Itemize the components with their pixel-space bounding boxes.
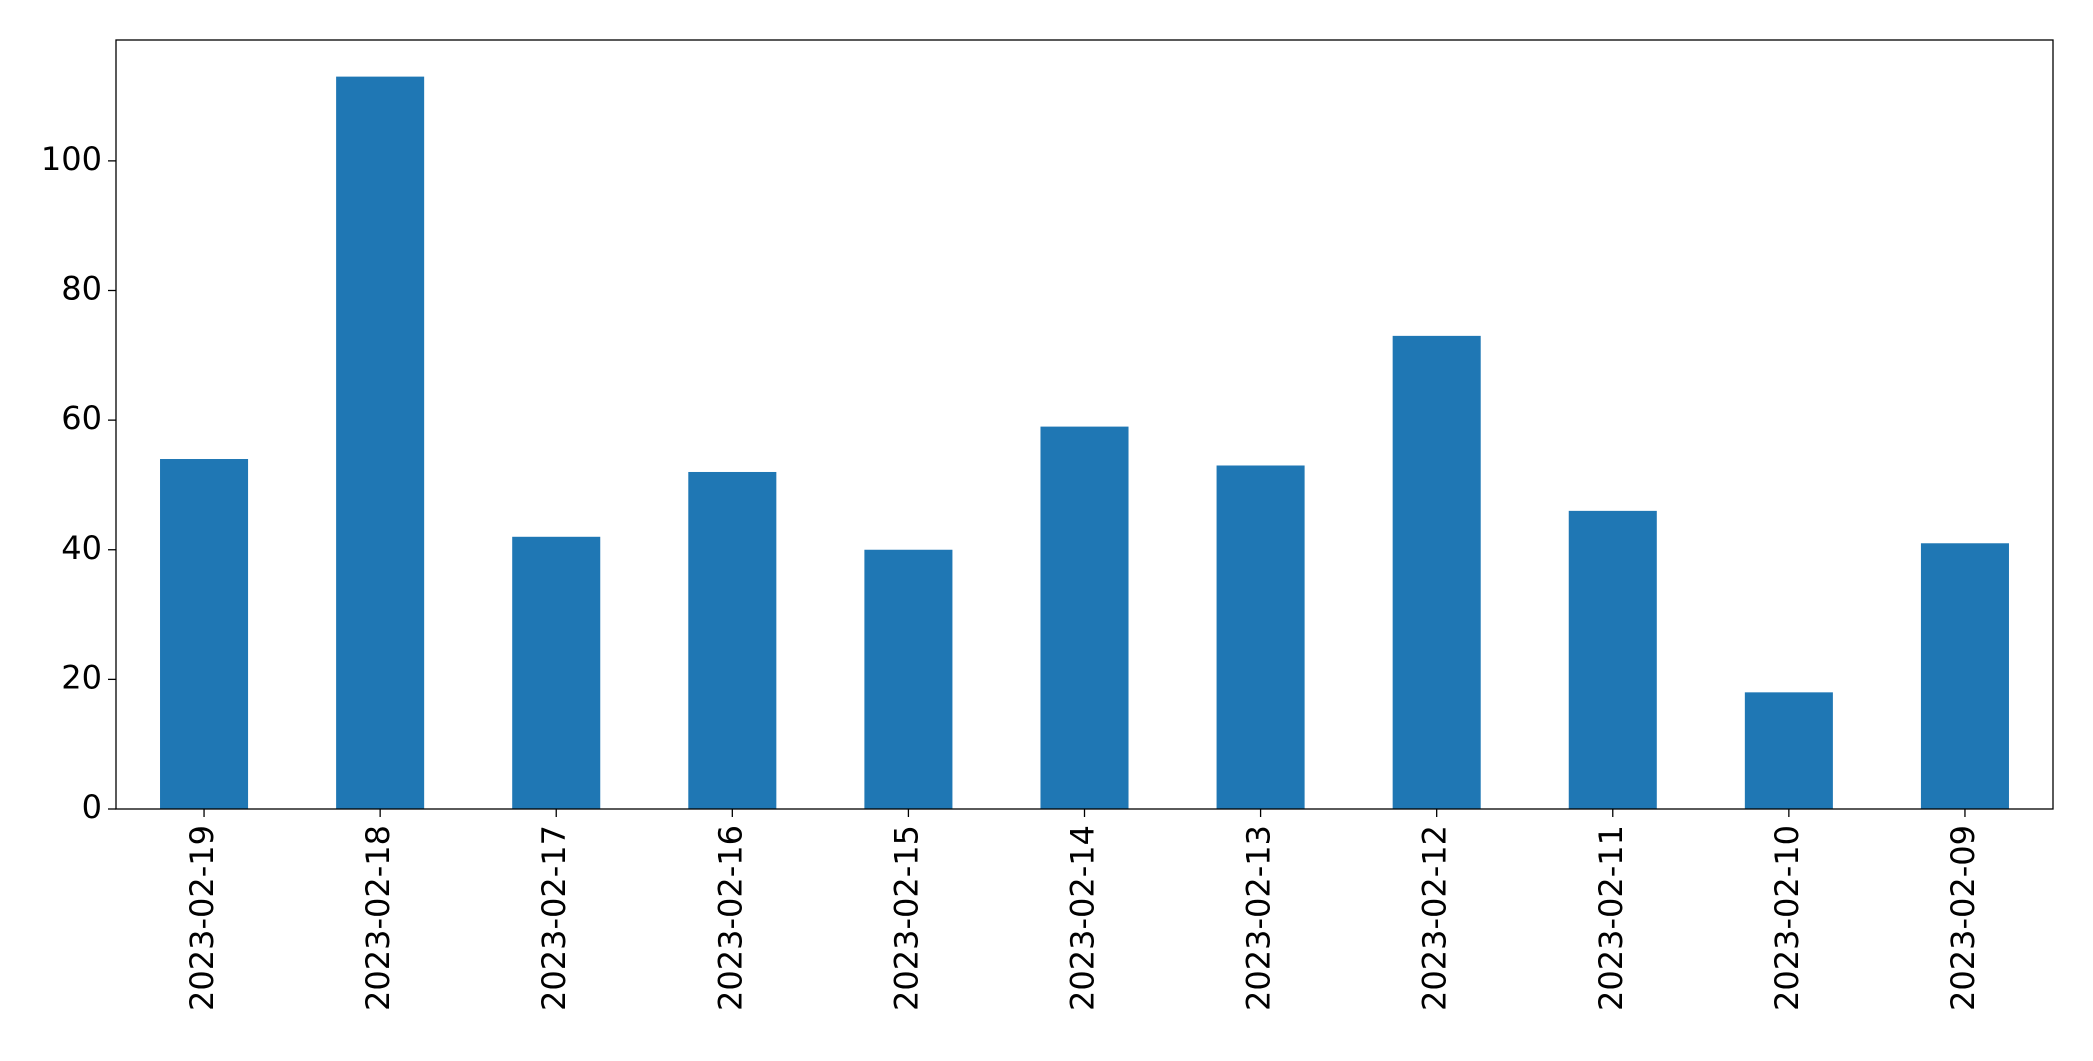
bar bbox=[1920, 543, 2009, 809]
x-tick-label: 2023-02-15 bbox=[887, 825, 925, 1011]
bar bbox=[512, 536, 601, 809]
x-tick-label: 2023-02-13 bbox=[1240, 825, 1278, 1011]
y-tick-label: 40 bbox=[61, 529, 102, 567]
bar bbox=[1392, 335, 1481, 809]
plot-frame bbox=[115, 39, 2054, 810]
x-tick-label: 2023-02-18 bbox=[359, 825, 397, 1011]
x-tick-label: 2023-02-09 bbox=[1944, 825, 1982, 1011]
x-tick-label: 2023-02-12 bbox=[1416, 825, 1454, 1011]
y-tick-label: 80 bbox=[61, 270, 102, 308]
bar bbox=[864, 549, 953, 809]
bar bbox=[1744, 692, 1833, 809]
x-tick-label: 2023-02-17 bbox=[535, 825, 573, 1011]
bar bbox=[1216, 465, 1305, 809]
x-tick-label: 2023-02-11 bbox=[1592, 825, 1630, 1011]
y-tick-label: 0 bbox=[82, 788, 102, 826]
bar bbox=[688, 471, 777, 809]
y-tick-label: 100 bbox=[41, 140, 102, 178]
bar bbox=[160, 459, 249, 809]
x-tick-label: 2023-02-19 bbox=[183, 825, 221, 1011]
x-tick-label: 2023-02-14 bbox=[1064, 825, 1102, 1011]
bar bbox=[336, 76, 425, 810]
y-tick-label: 60 bbox=[61, 399, 102, 437]
bar bbox=[1568, 510, 1657, 809]
y-tick-label: 20 bbox=[61, 658, 102, 696]
x-tick-label: 2023-02-16 bbox=[711, 825, 749, 1011]
bar bbox=[1040, 426, 1129, 809]
x-tick-label: 2023-02-10 bbox=[1768, 825, 1806, 1011]
